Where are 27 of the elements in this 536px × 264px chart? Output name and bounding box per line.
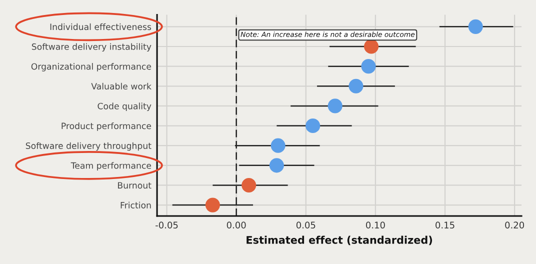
y-tick-label: Team performance [70,162,152,170]
y-tick-label: Valuable work [91,82,152,90]
y-tick-label: Software delivery throughput [26,142,152,151]
x-tick-label: 0.10 [366,222,385,228]
point [269,158,284,173]
y-tick-label: Product performance [62,122,152,131]
point [361,59,376,74]
x-tick-label: -0.05 [156,222,178,228]
point [242,178,256,193]
y-tick-label: Burnout [118,182,152,189]
point [468,19,483,34]
x-tick-label: 0.05 [296,222,316,228]
point [328,98,342,114]
y-tick-label: Individual effectiveness [50,23,152,30]
x-tick-label: 0.20 [505,222,524,228]
y-tick-label: Organizational performance [31,63,152,72]
y-tick-label: Friction [120,202,151,208]
point [348,78,364,94]
x-axis-title: Estimated effect (standardized) [246,236,432,246]
y-tick-label: Software delivery instability [32,43,152,52]
x-tick-label: 0.15 [436,222,454,228]
y-tick-label: Code quality [98,102,152,112]
point [306,118,320,134]
x-tick-label: 0.00 [226,222,246,228]
point [205,198,220,212]
point [364,39,379,54]
point [270,138,286,153]
